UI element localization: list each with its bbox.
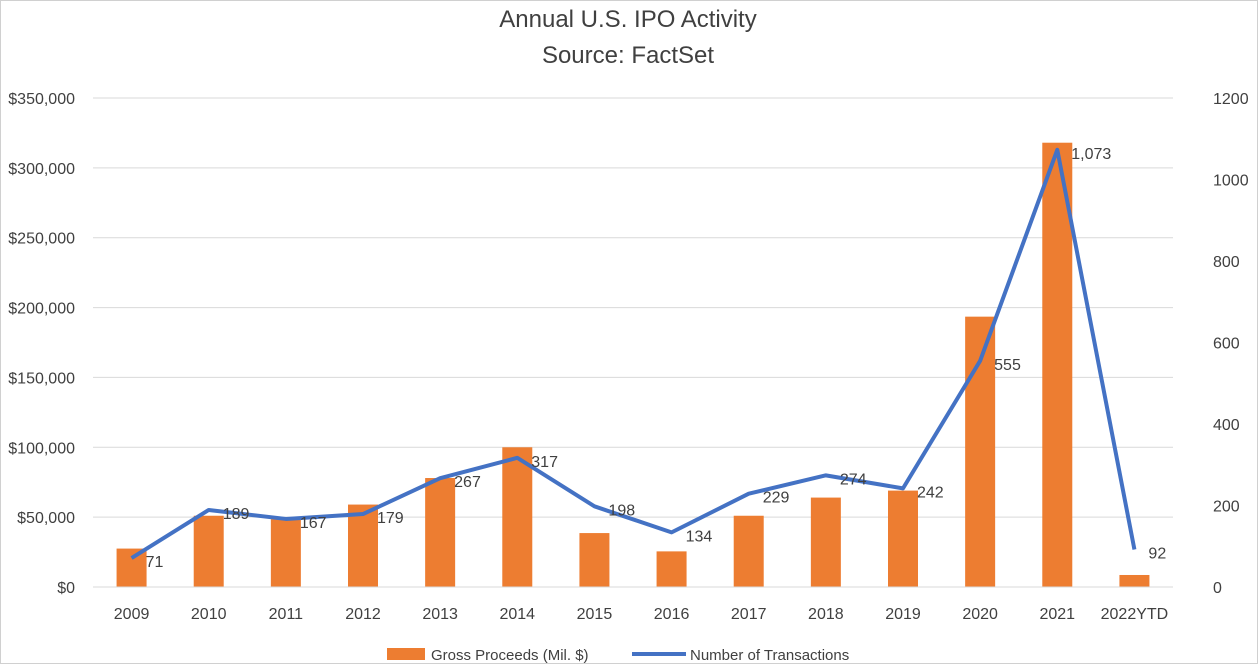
right-axis-tick: 1000 — [1213, 173, 1249, 190]
left-axis-tick: $50,000 — [17, 510, 75, 527]
x-axis-tick: 2021 — [1039, 606, 1075, 623]
data-label: 1,073 — [1071, 146, 1111, 163]
right-axis-tick: 200 — [1213, 499, 1240, 516]
data-label: 179 — [377, 510, 404, 527]
x-axis-tick: 2015 — [577, 606, 613, 623]
left-axis-tick: $300,000 — [8, 161, 75, 178]
bar — [811, 498, 841, 587]
x-axis-tick: 2022YTD — [1101, 606, 1169, 623]
right-axis-tick: 800 — [1213, 254, 1240, 271]
data-label: 198 — [608, 502, 635, 519]
data-label: 167 — [300, 515, 327, 532]
right-axis-tick: 600 — [1213, 336, 1240, 353]
x-axis-tick: 2011 — [269, 606, 304, 623]
legend: Gross Proceeds (Mil. $) Number of Transa… — [387, 647, 849, 663]
legend-line-label: Number of Transactions — [690, 647, 849, 663]
right-axis-tick: 1200 — [1213, 91, 1249, 108]
x-axis-tick: 2017 — [731, 606, 767, 623]
bar — [1119, 575, 1149, 587]
data-label: 242 — [917, 484, 944, 501]
x-axis-tick: 2010 — [191, 606, 227, 623]
legend-bar-swatch — [387, 648, 425, 660]
x-axis-tick: 2012 — [345, 606, 381, 623]
x-axis-tick: 2018 — [808, 606, 844, 623]
left-axis-tick: $100,000 — [8, 440, 75, 457]
bar — [734, 516, 764, 587]
bar — [271, 519, 301, 587]
data-label: 267 — [454, 474, 481, 491]
bar — [425, 478, 455, 587]
bar — [579, 533, 609, 587]
right-axis-tick: 0 — [1213, 580, 1222, 597]
x-axis-tick: 2019 — [885, 606, 921, 623]
data-label: 317 — [531, 454, 558, 471]
x-axis-tick: 2020 — [962, 606, 998, 623]
bar — [888, 491, 918, 587]
legend-bar-label: Gross Proceeds (Mil. $) — [431, 647, 589, 663]
data-label: 274 — [840, 471, 867, 488]
left-axis-tick: $0 — [57, 580, 75, 597]
x-axis-tick: 2009 — [114, 606, 150, 623]
data-label: 71 — [146, 554, 164, 571]
bar — [502, 447, 532, 587]
bar — [348, 505, 378, 587]
data-label: 555 — [994, 357, 1021, 374]
data-label: 92 — [1148, 546, 1166, 563]
bar — [117, 549, 147, 587]
data-label: 134 — [686, 528, 713, 545]
left-axis-tick: $350,000 — [8, 91, 75, 108]
x-axis-tick: 2014 — [499, 606, 535, 623]
right-axis-tick: 400 — [1213, 417, 1240, 434]
chart-title: Annual U.S. IPO Activity — [499, 6, 756, 33]
bar — [657, 551, 687, 587]
left-axis-tick: $200,000 — [8, 301, 75, 318]
chart-subtitle: Source: FactSet — [542, 42, 714, 69]
x-axis-tick: 2013 — [422, 606, 458, 623]
data-label: 229 — [763, 490, 790, 507]
bar — [194, 516, 224, 587]
data-label: 189 — [223, 506, 250, 523]
left-axis-tick: $250,000 — [8, 231, 75, 248]
x-axis-tick: 2016 — [654, 606, 690, 623]
left-axis-tick: $150,000 — [8, 370, 75, 387]
